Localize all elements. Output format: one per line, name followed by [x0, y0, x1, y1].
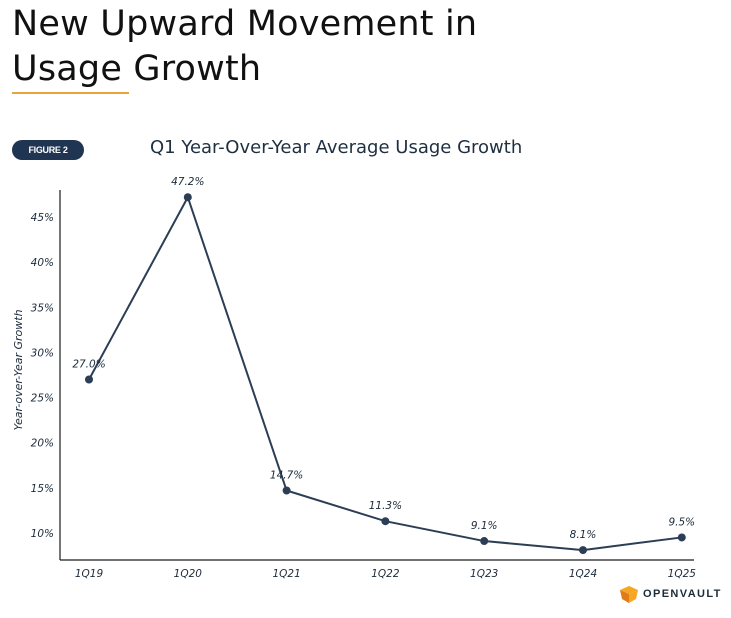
figure-badge: FIGURE 2: [12, 140, 84, 160]
data-point: [85, 375, 93, 384]
x-tick-labels: 1Q19 1Q20 1Q21 1Q22 1Q23 1Q24 1Q25: [75, 568, 696, 580]
data-points: [85, 193, 686, 555]
y-tick-label: 15%: [31, 483, 54, 495]
y-tick-labels: 10% 15% 20% 25% 30% 35% 40% 45%: [31, 212, 54, 540]
openvault-logo-icon: [620, 586, 638, 603]
data-point: [183, 193, 192, 202]
title-underline: [12, 92, 129, 94]
data-label: 9.5%: [668, 516, 695, 528]
x-tick-label: 1Q19: [75, 568, 104, 580]
series-line-group: [88, 196, 682, 552]
x-tick-label: 1Q20: [174, 568, 203, 580]
data-label: 8.1%: [570, 529, 597, 541]
data-point: [579, 546, 587, 555]
y-tick-label: 25%: [31, 393, 54, 405]
page-title: New Upward Movement in Usage Growth: [12, 2, 477, 92]
x-tick-label: 1Q22: [371, 568, 400, 580]
x-tick-label: 1Q24: [569, 568, 597, 580]
y-tick-label: 40%: [31, 257, 54, 269]
page-title-line-1: New Upward Movement in: [12, 4, 478, 44]
page-title-line-2: Usage Growth: [12, 49, 262, 89]
data-labels: 27.0% 47.2% 14.7% 11.3% 9.1% 8.1% 9.5%: [72, 176, 695, 541]
logo-text: OPENVAULT: [643, 588, 722, 600]
y-tick-label: 10%: [31, 528, 54, 540]
data-label: 27.0%: [72, 359, 105, 371]
y-tick-label: 45%: [31, 212, 54, 224]
data-label: 9.1%: [471, 520, 498, 532]
series-line: [88, 196, 682, 552]
x-tick-label: 1Q21: [272, 568, 300, 580]
x-tick-label: 1Q23: [470, 568, 498, 580]
data-point: [282, 486, 291, 495]
y-axis-label-group: Year-over-Year Growth: [12, 309, 25, 430]
chart-title: Q1 Year-Over-Year Average Usage Growth: [150, 137, 523, 158]
data-point: [480, 537, 489, 546]
y-tick-label: 30%: [31, 347, 54, 359]
x-tick-label: 1Q25: [668, 568, 697, 580]
data-label: 47.2%: [171, 176, 204, 188]
y-tick-label: 35%: [31, 302, 54, 314]
y-axis-label: Year-over-Year Growth: [12, 309, 25, 430]
y-tick-label: 20%: [31, 438, 54, 450]
data-point: [677, 533, 686, 542]
data-label: 14.7%: [270, 470, 303, 482]
chart-axes: [59, 190, 694, 561]
data-point: [381, 517, 390, 526]
data-label: 11.3%: [369, 500, 402, 512]
